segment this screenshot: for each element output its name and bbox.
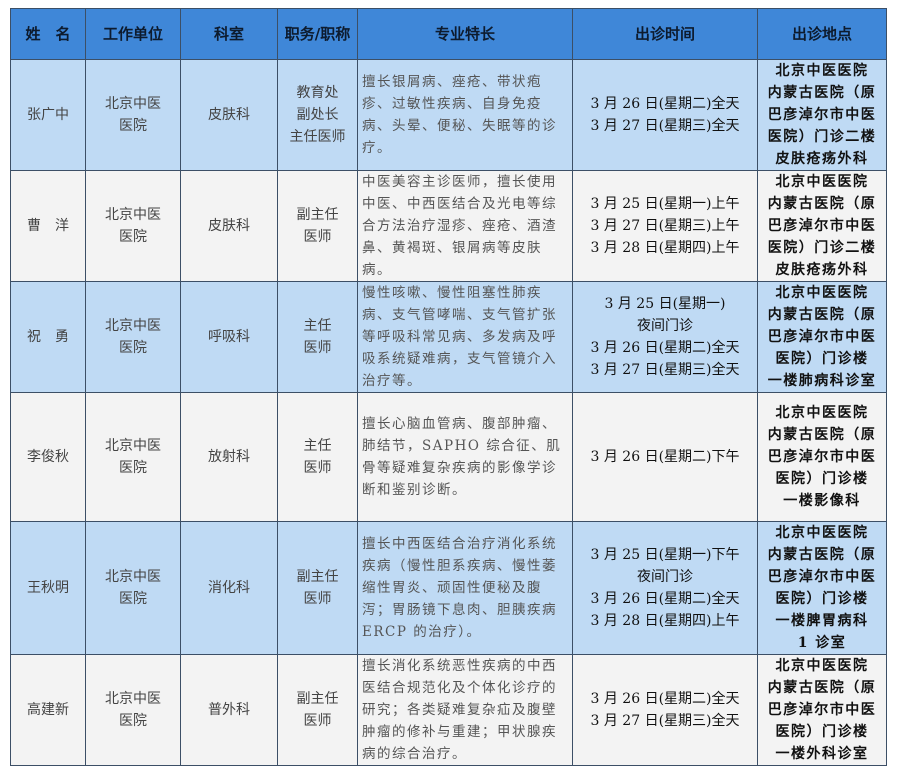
cell-time: 3 月 26 日(星期二)全天 3 月 27 日(星期三)全天: [572, 654, 758, 766]
header-unit: 工作单位: [85, 8, 181, 60]
cell-specialty: 擅长消化系统恶性疾病的中西医结合规范化及个体化诊疗的研究；各类疑难复杂疝及腹壁肿…: [357, 654, 573, 766]
cell-name: 张广中: [10, 59, 86, 171]
cell-location: 北京中医医院 内蒙古医院（原巴彦淖尔市中医医院）门诊二楼 皮肤疮疡外科: [757, 170, 887, 282]
cell-unit: 北京中医 医院: [85, 392, 181, 522]
cell-name: 高建新: [10, 654, 86, 766]
cell-specialty: 擅长心脑血管病、腹部肿瘤、肺结节，SAPHO 综合征、肌骨等疑难复杂疾病的影像学…: [357, 392, 573, 522]
cell-specialty: 擅长中西医结合治疗消化系统疾病（慢性胆系疾病、慢性萎缩性胃炎、顽固性便秘及腹泻；…: [357, 521, 573, 655]
header-time: 出诊时间: [572, 8, 758, 60]
cell-title: 教育处 副处长 主任医师: [277, 59, 358, 171]
cell-time: 3 月 26 日(星期二)下午: [572, 392, 758, 522]
table-row: 曹 洋北京中医 医院 皮肤科 副主任 医师 中医美容主诊医师，擅长使用中医、中西医结合…: [10, 170, 887, 282]
header-title: 职务/职称: [277, 8, 358, 60]
cell-name: 祝 勇: [10, 281, 86, 393]
cell-location: 北京中医医院 内蒙古医院（原巴彦淖尔市中医医院）门诊楼 一楼肺病科诊室: [757, 281, 887, 393]
cell-location: 北京中医医院 内蒙古医院（原巴彦淖尔市中医医院）门诊楼 一楼脾胃病科 1 诊室: [757, 521, 887, 655]
cell-specialty: 擅长银屑病、痤疮、带状疱疹、过敏性疾病、自身免疫病、头晕、便秘、失眠等的诊疗。: [357, 59, 573, 171]
table-row: 高建新 北京中医 医院 普外科 副主任 医师 擅长消化系统恶性疾病的中西医结合规范化及个…: [10, 654, 887, 766]
header-dept: 科室: [180, 8, 278, 60]
cell-dept: 普外科: [180, 654, 278, 766]
cell-time: 3 月 25 日(星期一) 夜间门诊 3 月 26 日(星期二)全天 3 月 2…: [572, 281, 758, 393]
cell-title: 主任 医师: [277, 392, 358, 522]
cell-dept: 放射科: [180, 392, 278, 522]
doctor-schedule-table: 姓 名 工作单位 科室 职务/职称 专业特长 出诊时间 出诊地点 张广中 北京中医…: [10, 8, 887, 766]
cell-unit: 北京中医 医院: [85, 281, 181, 393]
cell-specialty: 慢性咳嗽、慢性阻塞性肺疾病、支气管哮喘、支气管扩张等呼吸科常见病、多发病及呼吸系…: [357, 281, 573, 393]
cell-unit: 北京中医 医院: [85, 59, 181, 171]
cell-time: 3 月 25 日(星期一)下午 夜间门诊 3 月 26 日(星期二)全天 3 月…: [572, 521, 758, 655]
cell-time: 3 月 25 日(星期一)上午 3 月 27 日(星期三)上午 3 月 28 日…: [572, 170, 758, 282]
cell-name: 曹 洋: [10, 170, 86, 282]
header-location: 出诊地点: [757, 8, 887, 60]
cell-unit: 北京中医 医院: [85, 170, 181, 282]
header-row: 姓 名 工作单位 科室 职务/职称 专业特长 出诊时间 出诊地点: [10, 8, 887, 60]
cell-specialty: 中医美容主诊医师，擅长使用中医、中西医结合及光电等综合方法治疗湿疹、痤疮、酒渣鼻…: [357, 170, 573, 282]
table-row: 李俊秋 北京中医 医院 放射科 主任 医师 擅长心脑血管病、腹部肿瘤、肺结节，SAPHO…: [10, 392, 887, 522]
table-row: 祝 勇北京中医 医院 呼吸科 主任 医师 慢性咳嗽、慢性阻塞性肺疾病、支气管哮喘、支气…: [10, 281, 887, 393]
cell-title: 副主任 医师: [277, 521, 358, 655]
cell-unit: 北京中医 医院: [85, 521, 181, 655]
cell-unit: 北京中医 医院: [85, 654, 181, 766]
table-row: 张广中 北京中医 医院 皮肤科 教育处 副处长 主任医师 擅长银屑病、痤疮、带状疱疹、过…: [10, 59, 887, 171]
cell-title: 主任 医师: [277, 281, 358, 393]
cell-location: 北京中医医院 内蒙古医院（原巴彦淖尔市中医医院）门诊楼 一楼影像科: [757, 392, 887, 522]
header-specialty: 专业特长: [357, 8, 573, 60]
cell-dept: 呼吸科: [180, 281, 278, 393]
cell-name: 王秋明: [10, 521, 86, 655]
table-row: 王秋明 北京中医 医院 消化科 副主任 医师 擅长中西医结合治疗消化系统疾病（慢性胆系疾…: [10, 521, 887, 655]
cell-title: 副主任 医师: [277, 654, 358, 766]
cell-time: 3 月 26 日(星期二)全天 3 月 27 日(星期三)全天: [572, 59, 758, 171]
cell-location: 北京中医医院 内蒙古医院（原巴彦淖尔市中医医院）门诊楼 一楼外科诊室: [757, 654, 887, 766]
header-name: 姓 名: [10, 8, 86, 60]
cell-location: 北京中医医院 内蒙古医院（原巴彦淖尔市中医医院）门诊二楼 皮肤疮疡外科: [757, 59, 887, 171]
cell-dept: 消化科: [180, 521, 278, 655]
cell-dept: 皮肤科: [180, 59, 278, 171]
cell-dept: 皮肤科: [180, 170, 278, 282]
cell-title: 副主任 医师: [277, 170, 358, 282]
cell-name: 李俊秋: [10, 392, 86, 522]
